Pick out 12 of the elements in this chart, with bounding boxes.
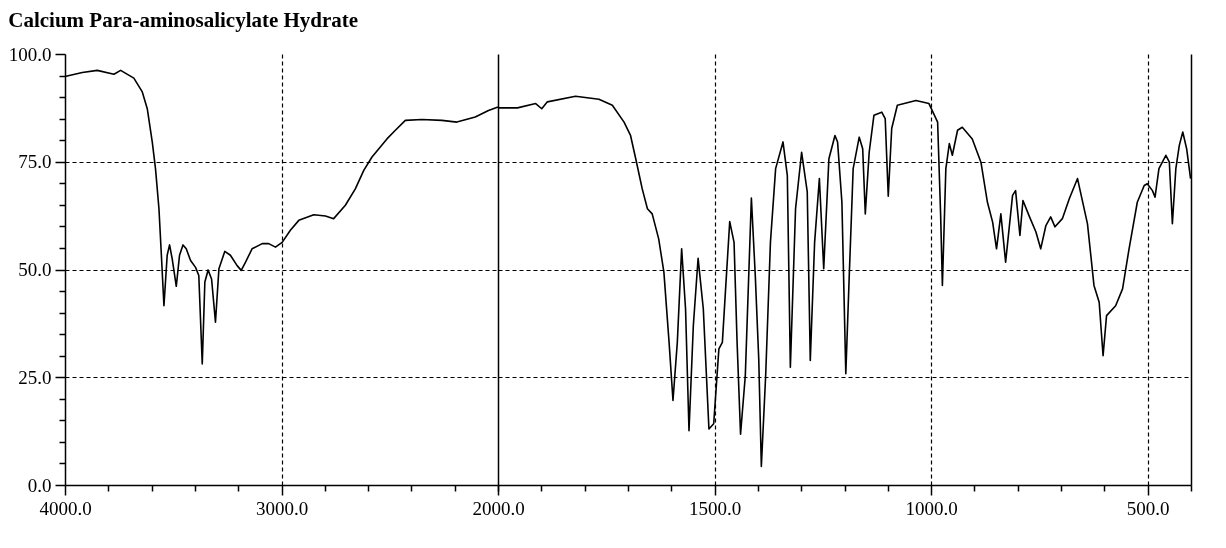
x-tick-label: 500.0 — [1126, 497, 1170, 519]
x-tick-label: 1500.0 — [688, 497, 742, 519]
x-tick-label: 1000.0 — [905, 497, 958, 519]
y-tick-label: 75.0 — [18, 151, 52, 173]
chart-title: Calcium Para-aminosalicylate Hydrate — [8, 8, 359, 32]
y-tick-label: 50.0 — [18, 259, 52, 280]
y-tick-label: 0.0 — [27, 474, 52, 496]
y-tick-label: 100.0 — [8, 43, 52, 65]
x-tick-label: 3000.0 — [255, 497, 309, 519]
x-tick-label: 4000.0 — [39, 497, 92, 519]
y-tick-label: 25.0 — [18, 366, 52, 388]
x-tick-label: 2000.0 — [472, 497, 525, 519]
